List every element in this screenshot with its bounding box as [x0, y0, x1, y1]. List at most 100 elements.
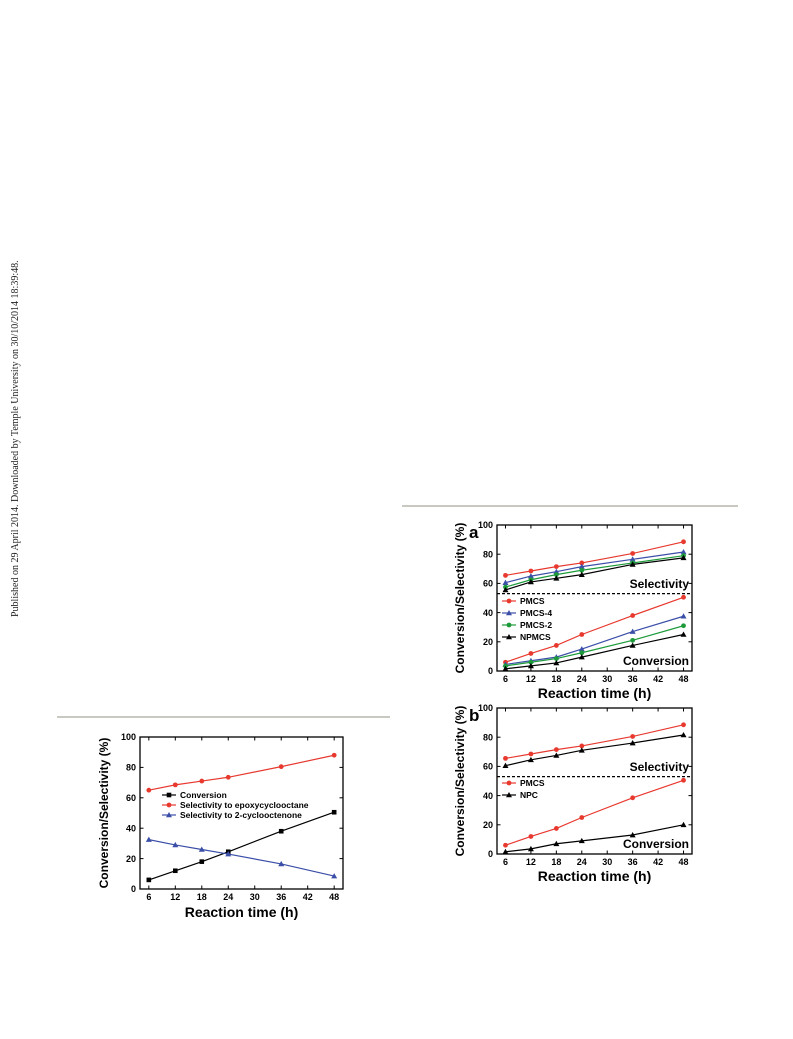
x-tick-label: 12 — [526, 857, 536, 867]
data-point — [579, 743, 585, 749]
data-point — [503, 842, 508, 848]
data-point — [579, 650, 585, 656]
data-point — [578, 837, 585, 844]
plot-frame — [139, 736, 344, 890]
data-point — [629, 832, 636, 838]
data-point — [578, 654, 585, 660]
series-1-selectivity — [502, 732, 687, 768]
series-3-selectivity — [502, 554, 687, 593]
series-line — [148, 839, 335, 877]
data-point — [502, 586, 509, 593]
series-0-conversion — [503, 777, 686, 848]
legend-label: NPC — [520, 790, 538, 800]
data-point — [579, 567, 585, 573]
series-0-selectivity — [503, 722, 686, 761]
y-tick-label: 0 — [488, 666, 493, 676]
data-point — [553, 656, 559, 661]
data-point — [630, 551, 636, 556]
series-line — [505, 779, 684, 846]
data-point — [331, 873, 338, 879]
data-point — [146, 877, 152, 883]
x-tick-label: 48 — [329, 892, 339, 902]
legend-label: Conversion — [180, 790, 227, 800]
data-point — [527, 756, 534, 763]
plot-frame — [496, 707, 693, 855]
x-tick-label: 48 — [679, 857, 689, 867]
data-point — [578, 571, 585, 577]
series-line — [505, 557, 684, 591]
x-tick-label: 12 — [170, 892, 180, 902]
annotation-0: Selectivity — [630, 760, 690, 774]
data-point — [198, 846, 205, 852]
x-tick-label: 30 — [250, 892, 260, 902]
data-point — [528, 568, 534, 574]
x-tick-label: 30 — [602, 674, 612, 684]
data-point — [503, 755, 508, 761]
x-tick-label: 18 — [197, 892, 207, 902]
x-axis-title: Reaction time (h) — [185, 904, 299, 920]
x-tick-label: 36 — [628, 674, 638, 684]
legend-label: Selectivity to 2-cyclooctenone — [180, 810, 302, 820]
y-tick-label: 40 — [483, 791, 493, 801]
data-point — [528, 659, 534, 665]
x-tick-label: 42 — [653, 857, 663, 867]
data-point — [680, 613, 687, 619]
data-point — [681, 539, 686, 545]
x-tick-label: 42 — [303, 892, 313, 902]
divider-top-right — [402, 505, 738, 507]
x-tick-label: 24 — [223, 892, 233, 902]
data-point — [528, 751, 534, 757]
data-point — [579, 632, 585, 637]
series-line — [505, 555, 684, 588]
annotation-1: Conversion — [623, 654, 689, 668]
series-2-values — [145, 836, 338, 879]
legend-label: Selectivity to epoxycyclooctane — [180, 800, 309, 810]
legend: PMCS PMCS-4 PMCS-2 NPMCS — [502, 596, 552, 642]
y-tick-label: 60 — [483, 579, 493, 589]
data-point — [553, 575, 560, 581]
panel-label: b — [469, 706, 479, 725]
series-line — [505, 625, 684, 667]
y-tick-label: 100 — [121, 732, 136, 742]
data-point — [145, 836, 152, 842]
y-tick-label: 60 — [483, 762, 493, 772]
data-point — [630, 795, 636, 801]
y-tick-label: 0 — [131, 884, 136, 894]
chart-a: 6 12 18 24 30 36 42 48 0 20 40 60 80 100 Reaction time… — [453, 520, 693, 701]
data-point — [502, 848, 509, 855]
data-point — [629, 561, 636, 567]
x-tick-label: 30 — [602, 857, 612, 867]
legend-label: PMCS-4 — [520, 608, 552, 618]
data-point — [278, 828, 284, 834]
data-point — [225, 851, 232, 857]
data-point — [681, 594, 686, 600]
data-point — [630, 613, 636, 618]
y-axis-title: Conversion/Selectivity (%) — [97, 738, 111, 889]
data-point — [528, 651, 534, 656]
x-tick-label: 12 — [526, 674, 536, 684]
x-tick-label: 6 — [503, 857, 508, 867]
data-point — [629, 642, 636, 648]
series-line — [505, 615, 684, 666]
data-point — [553, 826, 559, 831]
data-point — [527, 662, 534, 669]
x-tick-label: 24 — [577, 857, 587, 867]
y-tick-label: 20 — [483, 637, 493, 647]
x-tick-label: 18 — [551, 857, 561, 867]
legend-marker — [506, 622, 512, 628]
legend-marker — [506, 610, 512, 616]
series-2-selectivity — [503, 553, 686, 590]
series-line — [148, 754, 335, 791]
y-tick-label: 100 — [478, 703, 493, 713]
panel-label: a — [469, 523, 479, 542]
legend-marker — [506, 792, 512, 798]
data-point — [553, 747, 559, 753]
series-line — [505, 633, 684, 670]
legend-marker — [506, 598, 512, 604]
data-point — [553, 659, 560, 666]
data-point — [680, 631, 687, 637]
legend: PMCS NPC — [502, 778, 545, 800]
data-point — [630, 734, 636, 739]
data-point — [629, 740, 636, 746]
